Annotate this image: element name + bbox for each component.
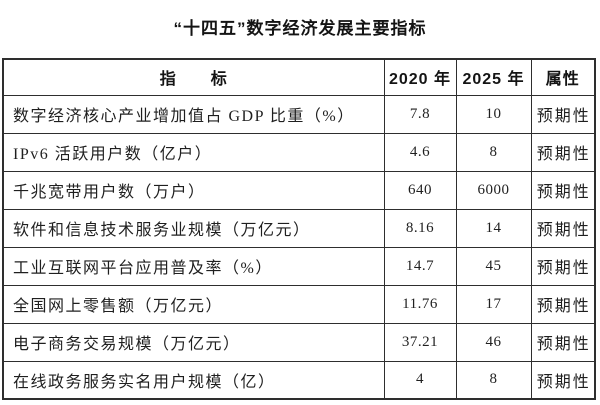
cell-indicator: 工业互联网平台应用普及率（%） — [2, 246, 385, 286]
table-row: 电子商务交易规模（万亿元） 37.21 46 预期性 — [2, 322, 596, 362]
cell-attribute: 预期性 — [530, 246, 596, 286]
cell-indicator: 千兆宽带用户数（万户） — [2, 170, 385, 210]
cell-indicator: 电子商务交易规模（万亿元） — [2, 322, 385, 362]
cell-indicator: 软件和信息技术服务业规模（万亿元） — [2, 208, 385, 248]
cell-attribute: 预期性 — [530, 132, 596, 172]
cell-indicator: 在线政务服务实名用户规模（亿） — [2, 360, 385, 400]
table-row: 在线政务服务实名用户规模（亿） 4 8 预期性 — [2, 360, 596, 400]
cell-attribute: 预期性 — [530, 284, 596, 324]
indicators-table: 指 标 2020 年 2025 年 属性 数字经济核心产业增加值占 GDP 比重… — [2, 58, 596, 400]
cell-indicator: 全国网上零售额（万亿元） — [2, 284, 385, 324]
cell-2020: 7.8 — [383, 94, 457, 134]
table-row: 数字经济核心产业增加值占 GDP 比重（%） 7.8 10 预期性 — [2, 94, 596, 134]
cell-2020: 8.16 — [383, 208, 457, 248]
cell-2025: 8 — [455, 132, 532, 172]
table-row: 软件和信息技术服务业规模（万亿元） 8.16 14 预期性 — [2, 208, 596, 248]
header-2025: 2025 年 — [455, 58, 532, 96]
header-2020: 2020 年 — [383, 58, 457, 96]
cell-attribute: 预期性 — [530, 208, 596, 248]
cell-attribute: 预期性 — [530, 94, 596, 134]
cell-2020: 4 — [383, 360, 457, 400]
cell-2025: 17 — [455, 284, 532, 324]
cell-2025: 46 — [455, 322, 532, 362]
cell-2020: 4.6 — [383, 132, 457, 172]
cell-2025: 6000 — [455, 170, 532, 210]
cell-2025: 8 — [455, 360, 532, 400]
page-title: “十四五”数字经济发展主要指标 — [173, 19, 427, 38]
header-attribute: 属性 — [530, 58, 596, 96]
cell-attribute: 预期性 — [530, 360, 596, 400]
cell-2025: 14 — [455, 208, 532, 248]
cell-2020: 37.21 — [383, 322, 457, 362]
cell-2025: 10 — [455, 94, 532, 134]
cell-attribute: 预期性 — [530, 170, 596, 210]
cell-2020: 11.76 — [383, 284, 457, 324]
cell-indicator: 数字经济核心产业增加值占 GDP 比重（%） — [2, 94, 385, 134]
cell-2020: 640 — [383, 170, 457, 210]
cell-indicator: IPv6 活跃用户数（亿户） — [2, 132, 385, 172]
table-header-row: 指 标 2020 年 2025 年 属性 — [2, 58, 596, 96]
table-row: 千兆宽带用户数（万户） 640 6000 预期性 — [2, 170, 596, 210]
cell-2020: 14.7 — [383, 246, 457, 286]
table-row: 工业互联网平台应用普及率（%） 14.7 45 预期性 — [2, 246, 596, 286]
header-indicator: 指 标 — [2, 58, 385, 96]
table-row: 全国网上零售额（万亿元） 11.76 17 预期性 — [2, 284, 596, 324]
cell-attribute: 预期性 — [530, 322, 596, 362]
cell-2025: 45 — [455, 246, 532, 286]
table-row: IPv6 活跃用户数（亿户） 4.6 8 预期性 — [2, 132, 596, 172]
